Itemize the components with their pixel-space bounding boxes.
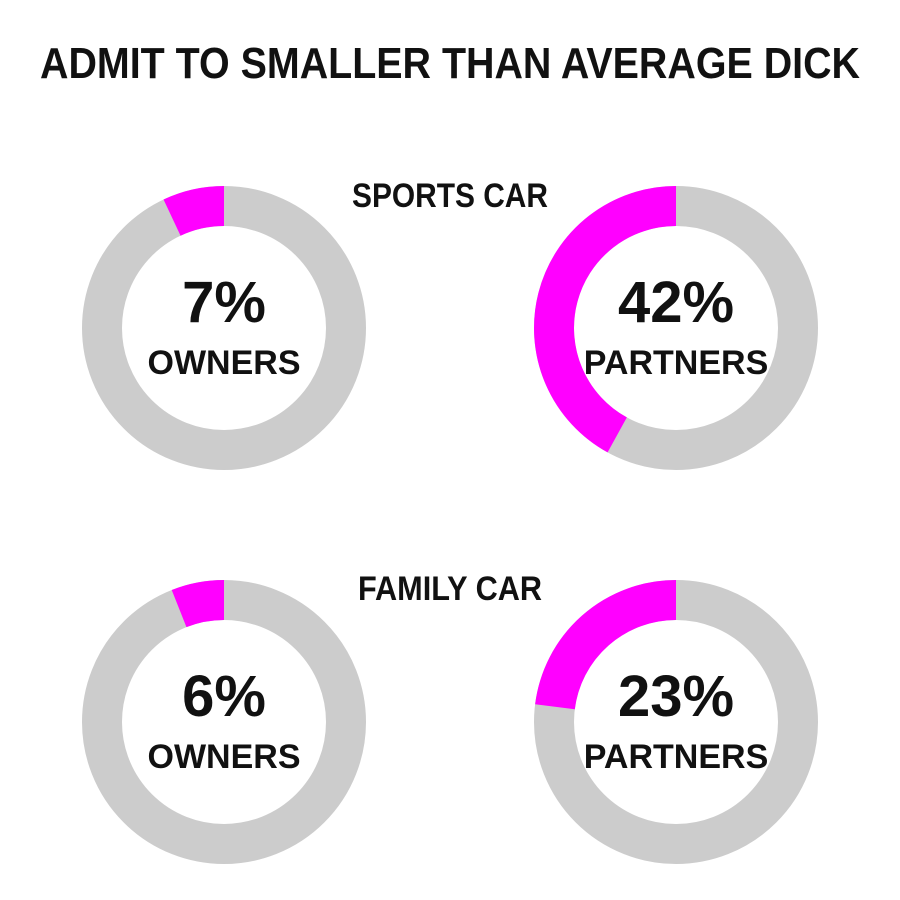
donuts-layer: 7% OWNERS 42% PARTNERS 6% OWNERS 23% PARTNERS	[82, 186, 818, 864]
donut-segment	[534, 186, 677, 453]
chart-title: ADMIT TO SMALLER THAN AVERAGE DICK	[40, 39, 860, 88]
donut-segment	[171, 580, 225, 628]
donut-1-0: 6% OWNERS	[82, 580, 366, 864]
donut-category-label: PARTNERS	[584, 344, 769, 382]
donut-value-label: 7%	[182, 270, 266, 335]
donut-segment	[163, 186, 225, 236]
donut-category-label: PARTNERS	[584, 738, 769, 776]
group-label-sports-car: SPORTS CAR	[352, 177, 548, 215]
donut-value-label: 42%	[618, 270, 734, 335]
donut-value-label: 23%	[618, 664, 734, 729]
donut-0-0: 7% OWNERS	[82, 186, 366, 470]
donut-1-1: 23% PARTNERS	[534, 580, 818, 864]
donut-category-label: OWNERS	[148, 738, 301, 776]
donut-value-label: 6%	[182, 664, 266, 729]
group-label-family-car: FAMILY CAR	[358, 570, 542, 608]
donut-0-1: 42% PARTNERS	[534, 186, 818, 470]
donut-category-label: OWNERS	[148, 344, 301, 382]
donut-segment	[535, 580, 677, 710]
